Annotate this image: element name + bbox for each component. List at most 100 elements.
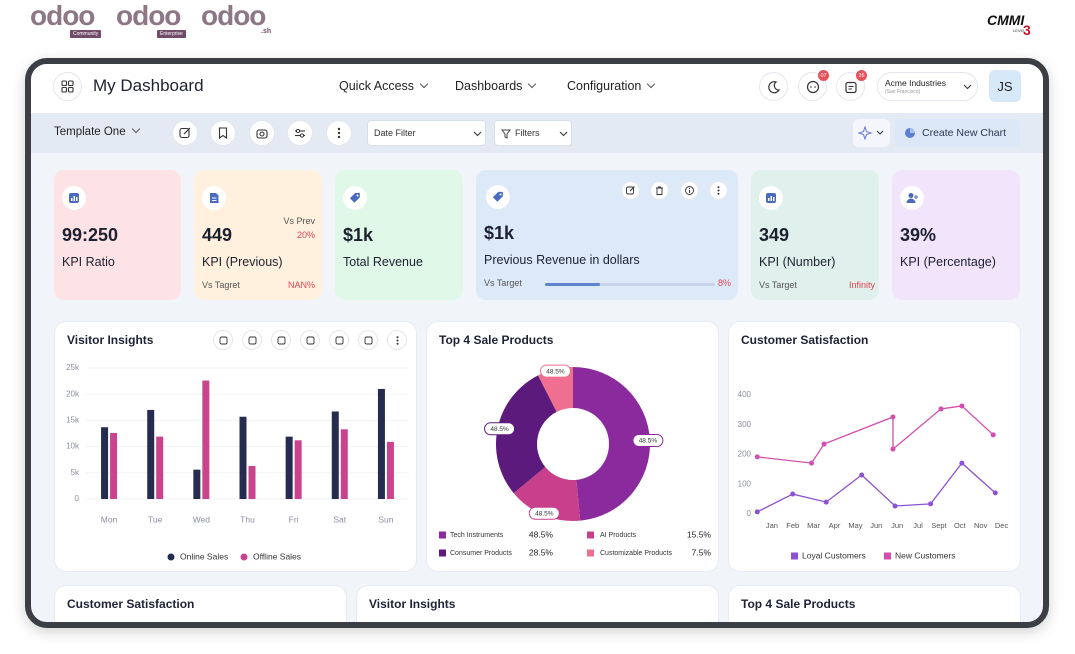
legend-label: New Customers [895,550,955,560]
kpi-compare-value: 20% [296,230,315,240]
dots-icon [337,127,341,139]
x-tick-label: Feb [786,521,799,530]
create-chart-button[interactable]: Create New Chart [895,119,1020,147]
bar-chart: 0 5k 10k 15k 20k 25k Mon Tue Wed Thu Fri Sat Sun Onli… [66,363,409,561]
info-button[interactable] [680,181,699,200]
slice-label: 48.5% [535,511,554,518]
company-selector[interactable]: Acme Industries (San Francisco) [877,72,978,101]
kpi-label: KPI Ratio [62,255,115,269]
avatar[interactable]: JS [989,70,1021,102]
kpi-label: Previous Revenue in dollars [484,253,640,267]
y-tick-label: 100 [738,479,752,488]
chart-title: Customer Satisfaction [67,597,195,611]
chart-tools [213,330,413,350]
chart-title: Visitor Insights [67,333,154,347]
donut-chart: 48.5% 48.5% 48.5% 48.5% Tech Instruments 48.5… [439,364,711,557]
bar [101,427,109,499]
edit-button[interactable] [621,181,640,200]
nav-item[interactable]: Quick Access [339,79,427,93]
x-tick-label: Mon [101,514,118,524]
nav-item[interactable]: Configuration [567,79,654,93]
delete-button[interactable] [650,181,669,200]
nav-item[interactable]: Dashboards [455,79,535,93]
chart-card: 48.5% 48.5% 48.5% 48.5% Tech Instruments 48.5… [426,321,719,572]
legend-swatch [240,553,248,561]
page-title: My Dashboard [93,76,204,95]
bar [202,380,210,499]
bar [340,429,348,499]
template-selector[interactable]: Template One [54,126,139,138]
bar [377,388,385,499]
menu-button[interactable] [53,72,82,101]
chart-glyph [69,193,79,203]
theme-button[interactable] [759,72,788,101]
progress-fill [545,283,600,286]
chart-tool-button[interactable] [213,330,233,350]
x-tick-label: Nov [974,521,988,530]
chart-tool-button[interactable] [300,330,320,350]
tool-icon [306,336,314,344]
bookmark-icon [218,127,228,139]
legend-swatch [791,552,798,560]
kpi-label: KPI (Percentage) [900,255,996,269]
legend-label: Online Sales [180,551,228,561]
x-tick-label: Jun [870,521,882,530]
line-point [892,503,898,509]
settings-button[interactable] [287,120,313,146]
filters[interactable]: Filters [494,120,572,146]
progress-track [545,283,715,286]
slice-label-pill [484,422,516,436]
line-point [990,432,996,438]
chevron [559,131,568,137]
chart-tool-button[interactable] [358,330,378,350]
chart-tool-button[interactable] [242,330,262,350]
y-tick-label: 10k [66,442,80,451]
chart-tool-button[interactable] [271,330,291,350]
date-filter[interactable]: Date Filter [367,120,486,146]
chart-card: Top 4 Sale Products [728,585,1021,622]
more-button[interactable] [326,120,352,146]
chart-tool-button[interactable] [387,330,407,350]
kpi-card: 99:250 KPI Ratio [54,170,181,300]
chevron [963,84,972,90]
x-tick-label: Oct [954,521,967,530]
more-button[interactable] [709,181,728,200]
slice-label-pill [539,364,571,378]
chart-title: Visitor Insights [369,597,456,611]
x-tick-label: Jan [766,521,778,530]
x-tick-label: Jun [891,521,903,530]
line-point [809,460,815,466]
tool-icon [219,336,227,344]
kpi-icon [202,186,226,210]
kpi-value: 99:250 [62,225,119,245]
line-point [890,414,896,420]
y-tick-label: 15k [66,416,80,425]
bar [147,409,155,499]
chart-title: Top 4 Sale Products [439,333,554,347]
slice-label: 48.5% [490,426,509,433]
legend-swatch [587,531,594,539]
logo: odoo [116,0,181,31]
line-point [790,491,796,497]
chart-tool-button[interactable] [329,330,349,350]
camera-button[interactable] [249,120,275,146]
moon-icon [767,80,780,93]
bar [156,436,164,499]
calendar-button[interactable] [836,72,865,101]
edit-button[interactable] [172,120,198,146]
kpi-icon [343,186,367,210]
kpi-compare: Vs Prev [283,216,315,226]
ai-button[interactable] [853,119,890,147]
x-tick-label: Jul [913,521,923,530]
bookmark-button[interactable] [210,120,236,146]
company-name: Acme Industries [885,78,946,88]
x-tick-label: Fri [289,514,299,524]
x-tick-label: Wed [193,514,211,524]
calendar-icon [844,81,857,93]
cmmi-level: LEVEL [1013,28,1026,33]
pie-slice [513,466,581,521]
legend-label: Tech Instruments [450,532,504,539]
filter-icon [501,129,511,139]
legend-value: 48.5% [529,529,554,539]
tag-glyph [492,191,503,202]
